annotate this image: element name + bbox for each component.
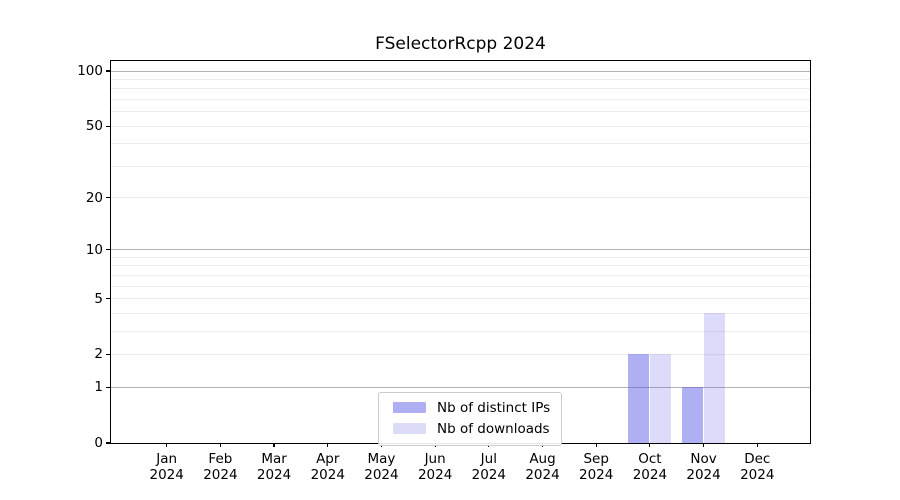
y-tick-label: 20	[85, 189, 103, 206]
legend: Nb of distinct IPs Nb of downloads	[378, 392, 562, 446]
y-tick-label: 0	[94, 435, 103, 451]
gridline-minor	[111, 256, 810, 258]
gridline-minor	[111, 298, 810, 300]
x-tick-label: Jan 2024	[149, 451, 184, 483]
gridline-major	[111, 249, 810, 251]
x-tick-label: Apr 2024	[310, 451, 345, 483]
gridline-major	[111, 70, 810, 72]
chart-title: FSelectorRcpp 2024	[375, 34, 546, 54]
gridline-minor	[111, 197, 810, 199]
x-tick-label: May 2024	[364, 451, 399, 483]
gridline-minor	[111, 143, 810, 145]
gridline-minor	[111, 125, 810, 127]
x-tick-mark	[166, 443, 168, 447]
x-tick-label: Aug 2024	[525, 451, 560, 483]
plot-area: 0 1 2 5 10 20 50 100 Jan 2024 Feb 2024 Mar 2024 Apr 20…	[77, 60, 811, 482]
bar-downloads	[704, 313, 726, 443]
x-tick-mark	[273, 443, 275, 447]
legend-swatch-distinct-ips	[393, 402, 426, 413]
y-tick-label: 2	[94, 346, 103, 363]
gridline-minor	[111, 98, 810, 100]
legend-label-downloads: Nb of downloads	[437, 420, 550, 437]
x-tick-mark	[649, 443, 651, 447]
x-tick-label: Sep 2024	[579, 451, 614, 483]
y-tick-mark	[106, 353, 110, 356]
y-tick-label: 50	[85, 118, 103, 135]
gridline-minor	[111, 88, 810, 90]
x-tick-label: Mar 2024	[256, 451, 292, 483]
x-tick-mark	[327, 443, 329, 447]
gridline-minor	[111, 353, 810, 355]
gridline-minor	[111, 165, 810, 167]
y-tick-mark	[106, 297, 110, 300]
legend-row-downloads: Nb of downloads	[393, 418, 553, 439]
y-tick-mark	[106, 386, 110, 388]
y-tick-mark	[106, 442, 110, 444]
y-tick-label: 10	[85, 241, 103, 258]
gridline-minor	[111, 285, 810, 287]
x-tick-mark	[756, 443, 758, 447]
gridline-minor	[111, 312, 810, 314]
x-tick-label: Oct 2024	[632, 451, 668, 483]
gridline-minor	[111, 274, 810, 276]
x-tick-label: Nov 2024	[686, 451, 721, 483]
bar-downloads	[650, 354, 672, 443]
gridline-minor	[111, 78, 810, 80]
y-tick-label: 1	[94, 379, 103, 396]
x-tick-mark	[219, 443, 221, 447]
gridline-minor	[111, 330, 810, 332]
y-tick-mark	[106, 249, 110, 251]
x-tick-label: Feb 2024	[203, 451, 238, 483]
x-tick-label: Dec 2024	[740, 451, 775, 483]
y-tick-mark	[106, 125, 110, 127]
legend-label-distinct-ips: Nb of distinct IPs	[437, 399, 551, 416]
bar-distinct-ips	[628, 354, 650, 443]
gridline-major	[111, 386, 810, 388]
y-tick-mark	[106, 197, 110, 199]
y-tick-mark	[106, 70, 110, 72]
x-tick-label: Jul 2024	[471, 451, 506, 483]
gridline-minor	[111, 111, 810, 113]
x-tick-mark	[702, 443, 705, 447]
legend-swatch-downloads	[393, 423, 426, 434]
gridline-minor	[111, 265, 810, 267]
y-tick-label: 5	[94, 290, 103, 307]
bar-distinct-ips	[682, 387, 704, 443]
y-tick-label: 100	[77, 63, 103, 80]
x-tick-mark	[595, 443, 597, 447]
x-tick-label: Jun 2024	[417, 451, 453, 483]
legend-row-distinct-ips: Nb of distinct IPs	[393, 397, 553, 418]
